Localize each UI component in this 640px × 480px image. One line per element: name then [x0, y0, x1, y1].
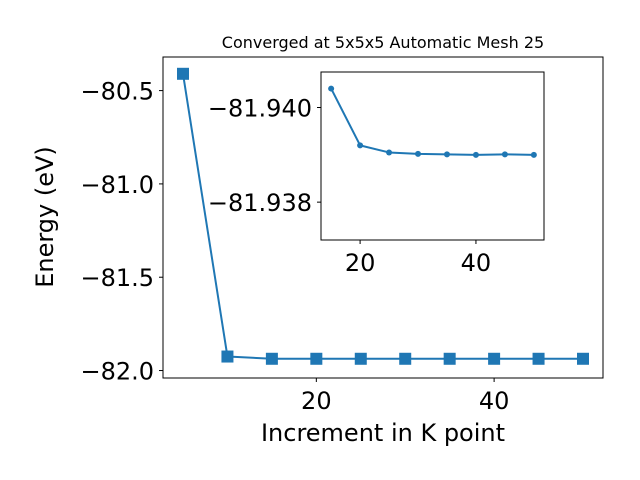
inset-series-line: [330, 88, 534, 156]
inset-x-tick-label: 40: [461, 249, 492, 277]
inset-data-point: [386, 149, 393, 156]
inset-data-point: [530, 151, 537, 158]
main-data-point: [177, 67, 189, 80]
chart-title: Converged at 5x5x5 Automatic Mesh 25: [222, 33, 544, 52]
inset-axes-frame: [320, 71, 545, 241]
main-data-point: [310, 352, 323, 365]
inset-x-axis: 20 40: [345, 240, 491, 277]
main-data-point: [532, 352, 545, 365]
main-data-point: [577, 352, 589, 365]
inset-data-point: [501, 151, 508, 158]
main-series-line: [182, 73, 583, 360]
main-y-tick-label: −80.5: [80, 78, 154, 106]
inset-data-point: [443, 151, 450, 158]
inset-y-tick-label: −81.940: [208, 94, 312, 122]
main-data-point: [443, 352, 456, 365]
main-data-point: [399, 352, 412, 365]
main-x-axis: 20 40: [301, 378, 509, 415]
main-plot-area: −82.0−81.5−81.0−80.5 20 40: [80, 56, 604, 415]
inset-series: [328, 85, 537, 158]
main-data-point: [354, 352, 367, 365]
inset-y-axis: −81.940 −81.938: [208, 94, 321, 217]
main-y-tick-label: −82.0: [80, 358, 154, 386]
inset-data-point: [415, 150, 422, 157]
main-data-point: [265, 352, 278, 365]
main-series: [177, 67, 589, 365]
inset-plot-area: −81.940−81.938 20 40: [208, 71, 545, 277]
main-x-tick-label: 20: [301, 387, 332, 415]
y-axis-label: Energy (eV): [31, 146, 59, 288]
main-data-point: [221, 350, 234, 363]
main-axes-frame: [162, 56, 604, 379]
main-y-tick-label: −81.5: [80, 264, 154, 292]
main-y-axis: −82.0 −81.5 −81.0 −80.5: [80, 78, 163, 386]
inset-background: [321, 72, 544, 240]
inset-data-point: [328, 85, 335, 92]
x-axis-label: Increment in K point: [261, 419, 505, 447]
main-data-point: [488, 352, 501, 365]
main-y-tick-label: −81.0: [80, 171, 154, 199]
inset-y-tick-label: −81.938: [208, 189, 312, 217]
inset-data-point: [357, 142, 364, 149]
inset-x-tick-label: 20: [345, 249, 376, 277]
inset-data-point: [472, 151, 479, 158]
main-x-tick-label: 40: [479, 387, 510, 415]
